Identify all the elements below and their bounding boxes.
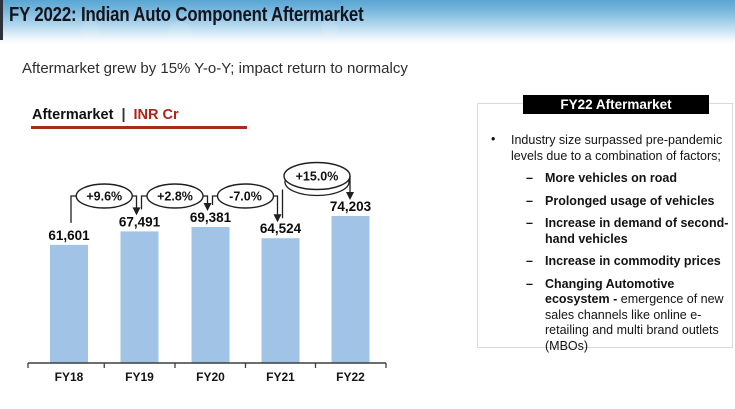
dash-marker: –	[526, 216, 533, 230]
connector-line	[211, 195, 218, 205]
panel-sub-bullet: – Prolonged usage of vehicles	[526, 194, 732, 210]
connector-arrow-line	[273, 195, 279, 216]
page-title: FY 2022: Indian Auto Component Aftermark…	[9, 4, 364, 26]
bar-value-FY21: 64,524	[260, 221, 302, 236]
dash-marker: –	[526, 193, 533, 208]
chart-section-label: Aftermarket | INR Cr	[32, 107, 179, 123]
panel-sub-bullet: – More vehicles on road	[526, 171, 732, 187]
arrowhead-icon	[273, 214, 282, 223]
growth-label: -7.0%	[229, 190, 262, 204]
bar-FY21	[261, 238, 300, 363]
connector-arrow-line	[132, 195, 138, 209]
sub-bullet-text: Increase in demand of second-hand vehicl…	[545, 216, 729, 246]
chart-label-separator: |	[121, 107, 126, 123]
chart-label-underline	[31, 126, 247, 129]
chart-label-unit: INR Cr	[133, 107, 179, 123]
slide-header: FY 2022: Indian Auto Component Aftermark…	[0, 0, 735, 44]
connector-line	[70, 195, 77, 223]
bar-FY22	[331, 216, 370, 363]
sub-bullet-text: More vehicles on road	[545, 171, 677, 185]
arrowhead-icon	[203, 203, 212, 211]
dash-marker: –	[526, 171, 533, 185]
arrowhead-icon	[132, 207, 141, 216]
bar-value-FY22: 74,203	[330, 199, 372, 214]
panel-sub-bullet-list: – More vehicles on road – Prolonged usage o…	[478, 171, 732, 354]
chart-label-name: Aftermarket	[32, 107, 114, 123]
header-watermark	[30, 18, 450, 42]
bar-value-FY19: 67,491	[119, 214, 161, 229]
growth-label: +9.6%	[86, 190, 122, 204]
dash-marker: –	[526, 276, 533, 291]
panel-title: FY22 Aftermarket	[523, 95, 709, 114]
bar-value-FY20: 69,381	[190, 210, 232, 225]
x-axis-label-FY20: FY20	[196, 370, 225, 384]
sub-bullet-text: Increase in commodity prices	[545, 254, 721, 268]
growth-label: +2.8%	[157, 190, 193, 204]
panel-bullet-text: Industry size surpassed pre-pandemic lev…	[511, 133, 723, 163]
panel-sub-bullet: – Changing Automotive ecosystem - emergen…	[526, 277, 732, 355]
bar-FY19	[120, 231, 159, 363]
sub-bullet-text: Prolonged usage of vehicles	[545, 193, 715, 208]
header-edge-bar	[0, 0, 3, 40]
connector-arrow-line	[203, 195, 209, 204]
x-axis-label-FY21: FY21	[266, 370, 295, 384]
bar-FY20	[191, 227, 230, 363]
sub-bullet-text: Changing Automotive ecosystem - emergenc…	[545, 276, 724, 353]
slide-subtitle: Aftermarket grew by 15% Y-o-Y; impact re…	[22, 60, 408, 77]
panel-body: • Industry size surpassed pre-pandemic l…	[478, 128, 732, 354]
bullet-marker: •	[491, 132, 496, 146]
growth-label: +15.0%	[296, 170, 339, 184]
connector-line	[140, 195, 147, 210]
fy22-aftermarket-panel: FY22 Aftermarket • Industry size surpass…	[477, 95, 733, 353]
x-axis-label-FY22: FY22	[336, 370, 365, 384]
panel-sub-bullet: – Increase in demand of second-hand vehic…	[526, 216, 732, 247]
arrowhead-icon	[346, 192, 354, 200]
x-axis-label-FY18: FY18	[55, 370, 84, 384]
panel-bullet-row: • Industry size surpassed pre-pandemic l…	[478, 128, 732, 164]
bar-value-FY18: 61,601	[48, 228, 90, 243]
x-axis-label-FY19: FY19	[125, 370, 154, 384]
panel-sub-bullet: – Increase in commodity prices	[526, 254, 732, 270]
dash-marker: –	[526, 254, 533, 268]
bar-FY18	[50, 244, 88, 363]
